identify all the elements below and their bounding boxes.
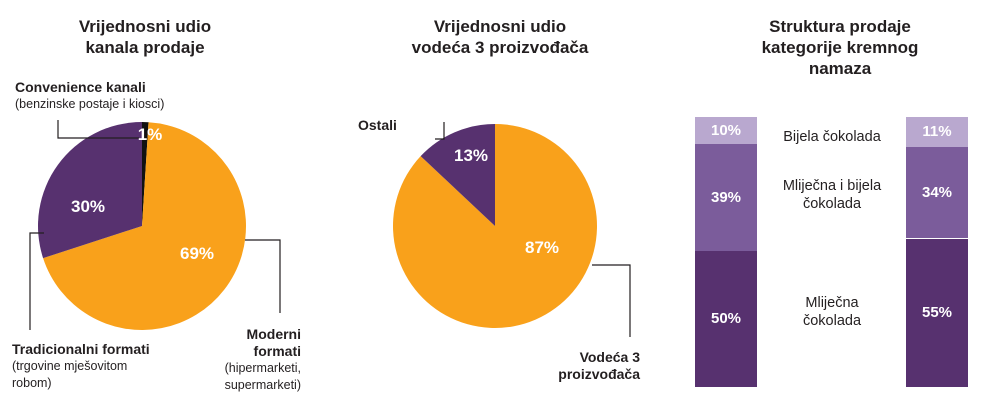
label-traditional: Tradicionalni formati (trgovine mješovit… [12, 341, 150, 390]
leader-line-3 [435, 122, 445, 140]
pie1-title: Vrijednosni udio kanala prodaje [78, 17, 212, 57]
bar-segment-1: 39% [695, 144, 757, 251]
leader-line-2 [245, 239, 281, 313]
pie-chart-top3-producers [393, 124, 597, 328]
label-convenience: Convenience kanali (benzinske postaje i … [15, 79, 165, 111]
bar-segment-2: 50% [695, 250, 757, 387]
bar-title: Struktura prodaje kategorije kremnog namaz… [761, 17, 919, 78]
pie-slice-1 [420, 124, 495, 226]
pie1-label-30: 30% [70, 197, 106, 216]
pie2-label-13: 13% [453, 146, 489, 165]
bar-segment-0: 10% [695, 117, 757, 145]
bar-segment-1: 34% [906, 146, 968, 239]
leader-line-4 [592, 264, 631, 337]
category-label-bijela: Bijela čokolada [783, 129, 881, 145]
category-label-mlijecna-bijela: Mliječna i bijela čokolada [782, 178, 882, 212]
pie-chart-sales-channels [38, 122, 247, 330]
pie-slice-0 [142, 122, 149, 226]
leader-line-1 [29, 232, 44, 330]
label-ostali: Ostali [358, 117, 397, 133]
leader-line-0 [57, 120, 139, 139]
bar-segment-2: 55% [906, 238, 968, 387]
pie2-label-87: 87% [524, 238, 560, 257]
leader-lines [29, 120, 631, 337]
pie-slice-2 [38, 122, 142, 259]
pie1-label-1: 1% [137, 125, 163, 144]
pie1-label-69: 69% [179, 244, 215, 263]
pie-slice-1 [43, 122, 247, 330]
label-vodeca: Vodeća 3 proizvođača [558, 349, 640, 382]
label-modern: Moderni formati (hipermarketi, supermark… [224, 326, 301, 392]
pie2-title: Vrijednosni udio vodeća 3 proizvođača [411, 17, 589, 57]
category-label-mlijecna: Mliječna čokolada [802, 295, 862, 329]
bar-segment-0: 11% [906, 117, 968, 147]
